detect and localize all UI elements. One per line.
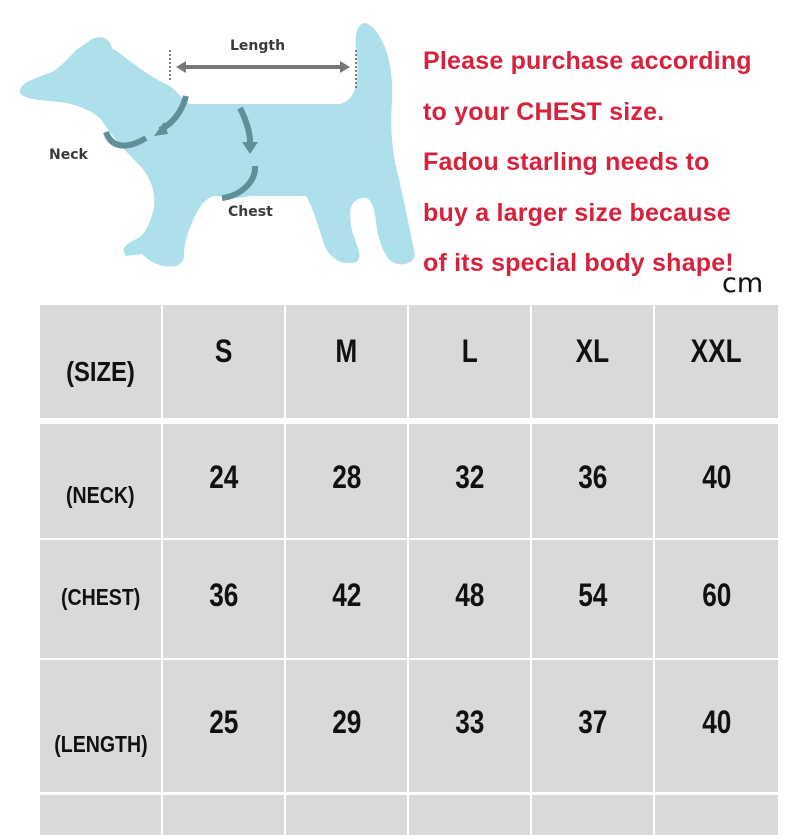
dog-silhouette [19,23,415,267]
cell-value: 32 [454,458,485,495]
table-header-row: (SIZE) S M L XL XXL [40,305,778,418]
row-label-cell: (CHEST) [40,540,161,658]
row-label-cell: (LENGTH) [40,660,161,792]
sizing-notice: Please purchase according to your CHEST … [423,36,800,289]
cell-value: 24 [208,458,239,495]
notice-line: buy a larger size because [423,198,731,227]
header-size-l: L [461,333,478,369]
table-cell [286,795,407,835]
table-cell: 32 [409,424,530,538]
header-size-xxl: XXL [690,333,743,369]
table-cell [532,795,653,835]
row-label: (NECK) [66,481,135,508]
table-cell: 33 [409,660,530,792]
table-row-neck: (NECK) 24 28 32 36 40 [40,424,778,538]
notice-line: Fadou starling needs to [423,148,710,176]
header-cell: S [163,305,284,418]
row-label: (LENGTH) [53,730,148,757]
table-cell: 36 [163,540,284,658]
cell-value: 54 [577,576,608,613]
header-cell: M [286,305,407,418]
header-size-xl: XL [575,333,610,369]
chest-arrowhead-icon [242,142,258,154]
table-cell: 40 [655,424,778,538]
table-cell [409,795,530,835]
cell-value: 37 [577,703,608,740]
table-cell: 48 [409,540,530,658]
table-cell [655,795,778,835]
chest-arrow-icon [221,106,258,201]
chest-label: Chest [228,204,273,220]
cell-value: 48 [454,576,485,613]
header-cell: L [409,305,530,418]
table-cell: 28 [286,424,407,538]
table-cell: 37 [532,660,653,792]
dog-measurement-diagram [19,23,415,267]
size-table: (SIZE) S M L XL XXL (NECK) 24 28 32 36 4… [40,305,778,835]
table-cell: 54 [532,540,653,658]
cell-value: 36 [208,576,239,613]
table-row-partial [40,795,778,835]
cell-value: 25 [208,703,239,740]
table-cell: 24 [163,424,284,538]
table-cell: 25 [163,660,284,792]
cell-value: 36 [577,458,608,495]
header-cell: XL [532,305,653,418]
header-size-s: S [214,333,233,369]
notice-line: to your CHEST size. [423,97,665,126]
table-cell: 60 [655,540,778,658]
table-cell: 42 [286,540,407,658]
header-cell: XXL [655,305,778,418]
cell-value: 40 [701,458,732,495]
unit-label: cm [722,268,764,299]
cell-value: 42 [331,576,362,613]
length-arrow-icon [176,61,350,73]
table-row-length: (LENGTH) 25 29 33 37 40 [40,660,778,792]
cell-value: 60 [701,576,732,613]
cell-value: 40 [701,703,732,740]
cell-value: 28 [331,458,362,495]
row-label-cell: (NECK) [40,424,161,538]
table-cell [40,795,161,835]
header-size-label: (SIZE) [66,355,135,387]
header-cell: (SIZE) [40,305,161,418]
row-label: (CHEST) [60,583,141,610]
neck-label: Neck [49,147,88,163]
table-row-chest: (CHEST) 36 42 48 54 60 [40,540,778,658]
notice-line: Please purchase according [423,47,752,75]
table-cell: 36 [532,424,653,538]
cell-value: 33 [454,703,485,740]
length-label: Length [230,38,286,54]
cell-value: 29 [331,703,362,740]
neck-arrowhead-icon [154,122,168,136]
table-cell: 29 [286,660,407,792]
notice-line: of its special body shape! [423,249,734,277]
header-size-m: M [335,333,358,369]
table-cell [163,795,284,835]
table-cell: 40 [655,660,778,792]
